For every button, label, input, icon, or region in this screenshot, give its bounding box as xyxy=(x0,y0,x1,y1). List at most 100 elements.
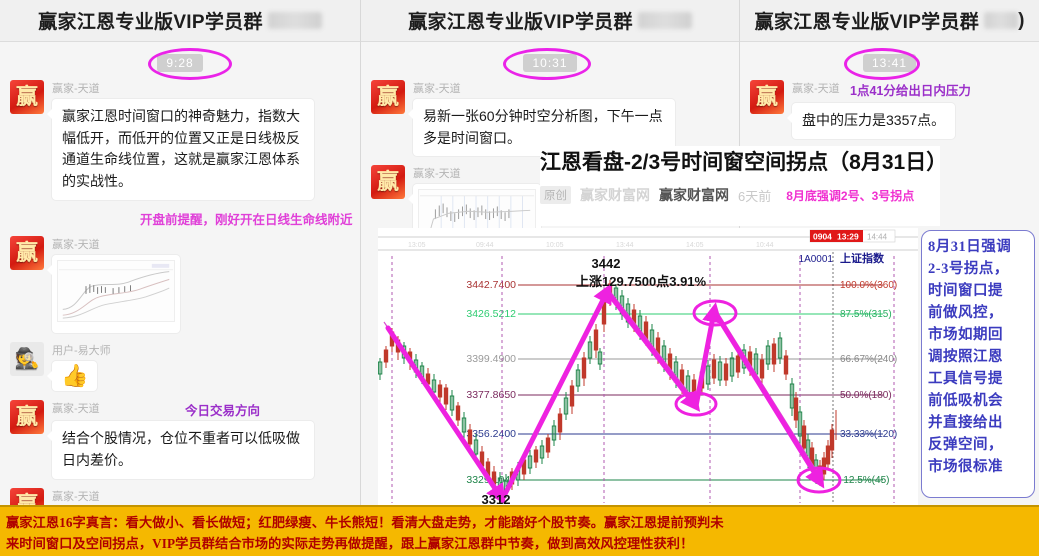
message-sender: 赢家-天道 xyxy=(52,83,100,95)
redacted-member-count-1 xyxy=(267,12,322,29)
circle-low2 xyxy=(796,466,842,494)
timestamp-3: 13:41 xyxy=(862,54,917,72)
logo-icon: 赢 xyxy=(15,491,38,505)
message-main: 赢家-天道 赢家江恩时间窗口的神奇魅力，指数大幅低开，而低开的位置又正是日线极反… xyxy=(47,80,350,200)
annotation-text: 今日交易方向 xyxy=(185,404,261,419)
article-meta: 原创 赢家财富网 赢家财富网 6天前 8月底强调2号、3号拐点 xyxy=(540,185,940,205)
fib-label: 50.0%(180) xyxy=(840,390,892,401)
timestamp-row-1: 9:28 xyxy=(10,48,350,80)
note-line: 市场很标准 xyxy=(928,459,1003,476)
move-annotation: 上涨129.7500点3.91% xyxy=(576,274,707,289)
annotation-text: 开盘前提醒，刚好开在日线生命线附近 xyxy=(140,212,353,227)
price-label: 3426.5212 xyxy=(466,308,516,320)
trough-price-annotation: 3312 xyxy=(482,492,511,505)
symbol-code: 1A0001 xyxy=(799,254,834,265)
x-tick: 10:05 xyxy=(546,242,564,249)
fib-label: -12.5%(45) xyxy=(840,475,889,486)
article-annotation: 8月底强调2号、3号拐点 xyxy=(786,188,915,203)
note-line: 工具信号提 xyxy=(928,371,1003,388)
title-paren: ) xyxy=(1018,9,1025,31)
message-sender: 用户-易大师 xyxy=(52,345,111,358)
message-emoji-bubble[interactable]: 👍 xyxy=(46,361,98,392)
fib-ratio-labels: 100.0%(360) 87.5%(315) 66.67%(240) 50.0%… xyxy=(840,280,897,486)
circle-rebound-top xyxy=(692,299,738,327)
y-axis-price-labels: 3442.7400 3426.5212 3399.4900 3377.8650 … xyxy=(466,279,516,486)
message-main: 赢家-天道 易新一张60分钟时空分析图，下午一点多是时间窗口。 xyxy=(408,80,729,157)
message-main: 赢家-天道 今日交易方向 结合个股情况，仓位不重者可以低吸做日内差价。 xyxy=(47,400,350,479)
avatar: 赢 xyxy=(10,80,44,114)
column-divider xyxy=(360,0,361,505)
gann-swing-arrows xyxy=(385,283,825,505)
price-label: 3356.2400 xyxy=(466,428,516,440)
fib-label: 33.33%(120) xyxy=(840,429,897,440)
message-item: 赢 赢家-天道 参考区间3310--3320 最低探到3328 xyxy=(10,487,350,505)
message-sender: 赢家-天道 xyxy=(52,403,100,416)
avatar: 赢 xyxy=(371,165,405,200)
chat-title-3: 赢家江恩专业版VIP学员群 xyxy=(754,12,980,33)
logo-icon: 赢 xyxy=(376,84,399,109)
chat-header-1: 赢家江恩专业版VIP学员群 xyxy=(0,0,360,42)
cursor-time: 13:29 xyxy=(837,232,859,242)
chat-column-1: 赢家江恩专业版VIP学员群 9:28 赢 赢家-天道 赢家江恩时间窗口的神奇魅力… xyxy=(0,0,360,505)
article-tag-original: 原创 xyxy=(540,186,571,204)
article-source[interactable]: 赢家财富网 xyxy=(659,187,729,203)
x-tick: 13:05 xyxy=(408,242,426,249)
redacted-member-count-3 xyxy=(984,12,1019,29)
cursor-next-time: 14:44 xyxy=(867,233,888,242)
article-title: 江恩看盘-2/3号时间窗空间拐点（8月31日） xyxy=(540,151,948,174)
timestamp-row-2: 10:31 xyxy=(371,48,729,80)
message-sender: 赢家-天道 xyxy=(413,83,461,95)
gann-analysis-chart[interactable]: 13:05 09:44 10:05 13:44 14:05 10:44 0904… xyxy=(378,228,918,505)
message-main: 用户-易大师 👍 xyxy=(46,342,350,392)
circle-midpullback xyxy=(674,391,718,417)
note-line: 8月31日强调 xyxy=(928,239,1012,255)
message-item: 赢 赢家-天道 xyxy=(10,235,350,334)
message-item: 🕵 用户-易大师 👍 xyxy=(10,342,350,392)
banner-line-1: 赢家江恩16字真言：看大做小、看长做短；红肥绿瘦、牛长熊短！看清大盘走势，才能踏… xyxy=(6,515,724,530)
message-image-bubble[interactable] xyxy=(47,254,180,334)
note-line: 反弹空间， xyxy=(928,437,1003,454)
logo-icon: 赢 xyxy=(755,84,778,109)
message-sender: 赢家-天道 xyxy=(792,83,840,95)
message-sender: 赢家-天道 xyxy=(52,490,100,503)
x-tick: 13:44 xyxy=(616,242,634,249)
message-bubble[interactable]: 结合个股情况，仓位不重者可以低吸做日内差价。 xyxy=(47,421,314,479)
avatar: 赢 xyxy=(750,80,784,114)
avatar: 赢 xyxy=(10,235,44,270)
message-bubble[interactable]: 赢家江恩时间窗口的神奇魅力，指数大幅低开，而低开的位置又正是日线极反通道生命线位… xyxy=(47,99,314,200)
candlestick-series xyxy=(378,280,837,498)
message-item: 赢 赢家-天道 1点41分给出日内压力 盘中的压力是3357点。 xyxy=(750,80,1029,139)
chart-cursor-label: 0904 13:29 14:44 xyxy=(809,229,896,243)
x-tick: 10:44 xyxy=(756,242,774,249)
time-window-lines xyxy=(391,256,895,503)
message-main: 赢家-天道 1点41分给出日内压力 盘中的压力是3357点。 xyxy=(786,80,1029,139)
fib-level-lines xyxy=(518,284,883,481)
logo-icon: 赢 xyxy=(376,169,399,195)
fib-label: 66.67%(240) xyxy=(840,354,897,365)
symbol-name: 上证指数 xyxy=(840,251,885,265)
message-bubble[interactable]: 盘中的压力是3357点。 xyxy=(786,103,956,139)
kline-thumbnail-icon xyxy=(57,259,175,322)
redacted-member-count-2 xyxy=(637,12,692,29)
fib-label: 87.5%(315) xyxy=(840,309,892,320)
peak-price-annotation: 3442 xyxy=(592,256,621,271)
annotation-text: 1点41分给出日内压力 xyxy=(850,84,971,98)
avatar: 赢 xyxy=(371,80,405,114)
note-line: 调按照江恩 xyxy=(928,349,1003,366)
chat-header-2: 赢家江恩专业版VIP学员群 xyxy=(361,0,739,42)
note-line: 2-3号拐点， xyxy=(928,261,1009,278)
note-line: 前低吸机会 xyxy=(928,393,1003,410)
price-label: 3442.7400 xyxy=(466,279,516,291)
note-line: 并直接给出 xyxy=(928,415,1003,432)
avatar: 赢 xyxy=(10,487,44,505)
logo-icon: 赢 xyxy=(15,84,38,109)
timestamp-row-3: 13:41 xyxy=(750,48,1029,80)
logo-icon: 赢 xyxy=(15,404,38,430)
user-avatar-icon: 🕵 xyxy=(14,348,40,371)
chat-title-1: 赢家江恩专业版VIP学员群 xyxy=(38,12,263,33)
price-label: 3399.4900 xyxy=(466,353,516,365)
message-item: 赢 赢家-天道 今日交易方向 结合个股情况，仓位不重者可以低吸做日内差价。 xyxy=(10,400,350,479)
commentary-note-box: 8月31日强调 2-3号拐点， 时间窗口提 前做风控， 市场如期回 调按照江恩 … xyxy=(921,230,1035,498)
x-tick: 09:44 xyxy=(476,242,494,249)
